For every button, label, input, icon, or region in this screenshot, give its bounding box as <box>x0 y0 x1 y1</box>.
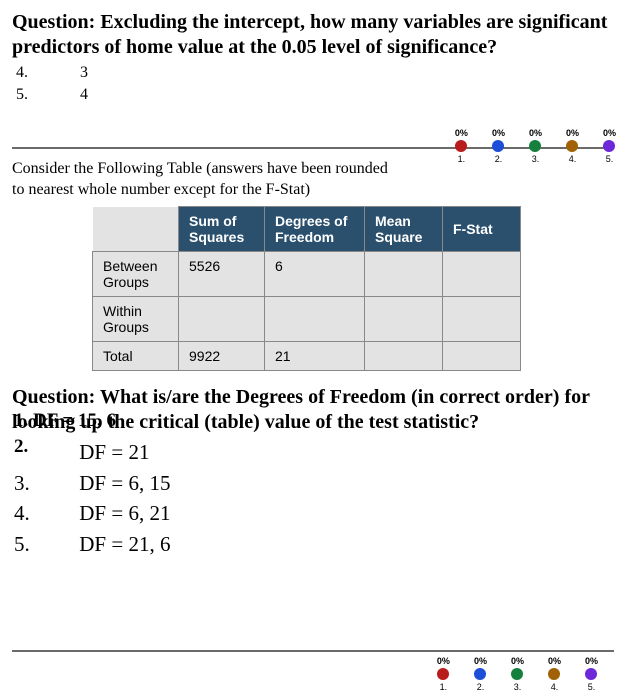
poll-item: 0% 1. <box>437 656 450 692</box>
poll-pct: 0% <box>566 128 579 138</box>
q2-option-value: DF = 21, 6 <box>79 532 170 556</box>
poll-dot-icon <box>474 668 486 680</box>
poll-item: 0% 5. <box>585 656 598 692</box>
poll-pct: 0% <box>511 656 524 666</box>
table-cell <box>365 252 443 297</box>
poll-dot-icon <box>529 140 541 152</box>
poll-pct: 0% <box>474 656 487 666</box>
q2-option-number: 5. <box>14 529 74 559</box>
table-header-blank <box>93 207 179 252</box>
table-cell <box>265 297 365 342</box>
q2-option-value: DF = 6, 15 <box>79 471 170 495</box>
table-cell: 9922 <box>179 342 265 371</box>
table-cell <box>443 252 521 297</box>
q2-option-value: DF = 21 <box>79 440 149 464</box>
q2-option[interactable]: DF = 21 <box>12 437 614 467</box>
poll-item: 0% 4. <box>548 656 561 692</box>
q1-option-value: 3 <box>80 64 88 81</box>
poll-dot-icon <box>455 140 467 152</box>
q2-overlap-text: 1. DF = 15, 6 <box>14 409 116 433</box>
poll-label: 2. <box>477 682 485 692</box>
poll-label: 1. <box>440 682 448 692</box>
q2-option-number: 4. <box>14 498 74 528</box>
poll-item: 0% 3. <box>511 656 524 692</box>
q2-option-number: 3. <box>14 468 74 498</box>
q1-title: Question: Excluding the intercept, how m… <box>12 10 614 60</box>
table-cell <box>365 297 443 342</box>
table-row: Sum of Squares Degrees of Freedom Mean S… <box>93 207 521 252</box>
table-header: F-Stat <box>443 207 521 252</box>
row-header: Total <box>93 342 179 371</box>
poll-dot-icon <box>603 140 615 152</box>
poll-label: 5. <box>606 154 614 164</box>
poll-dot-icon <box>437 668 449 680</box>
section-divider <box>12 650 614 652</box>
table-cell <box>365 342 443 371</box>
poll-dot-icon <box>511 668 523 680</box>
anova-table: Sum of Squares Degrees of Freedom Mean S… <box>92 206 521 371</box>
poll-label: 3. <box>532 154 540 164</box>
table-header: Mean Square <box>365 207 443 252</box>
table-cell <box>443 342 521 371</box>
poll-label: 5. <box>588 682 596 692</box>
poll-item: 0% 5. <box>603 128 616 164</box>
q1-option[interactable]: 4. 3 <box>12 62 614 84</box>
table-row: Within Groups <box>93 297 521 342</box>
q2-option[interactable]: 4. DF = 6, 21 <box>12 498 614 528</box>
poll-pct: 0% <box>585 656 598 666</box>
q1-option[interactable]: 5. 4 <box>12 84 614 106</box>
poll-pct: 0% <box>548 656 561 666</box>
table-cell: 21 <box>265 342 365 371</box>
table-intro: Consider the Following Table (answers ha… <box>12 159 614 201</box>
q2-option[interactable]: 5. DF = 21, 6 <box>12 529 614 559</box>
poll-label: 2. <box>495 154 503 164</box>
poll-dot-icon <box>492 140 504 152</box>
table-cell: 6 <box>265 252 365 297</box>
poll-pct: 0% <box>492 128 505 138</box>
q2-overlap-text: 2. <box>14 435 28 459</box>
poll-label: 1. <box>458 154 466 164</box>
poll-results-top: 0% 1. 0% 2. 0% 3. 0% 4. 0% 5. <box>455 128 616 164</box>
table-row: Total 9922 21 <box>93 342 521 371</box>
poll-item: 0% 4. <box>566 128 579 164</box>
poll-item: 0% 2. <box>474 656 487 692</box>
q2-option[interactable]: 3. DF = 6, 15 <box>12 468 614 498</box>
q1-option-value: 4 <box>80 86 88 103</box>
q1-option-number: 4. <box>16 62 76 84</box>
poll-dot-icon <box>566 140 578 152</box>
q1-option-number: 5. <box>16 84 76 106</box>
table-cell <box>179 297 265 342</box>
poll-label: 3. <box>514 682 522 692</box>
q2-title: Question: What is/are the Degrees of Fre… <box>12 385 614 435</box>
table-row: Between Groups 5526 6 <box>93 252 521 297</box>
poll-dot-icon <box>585 668 597 680</box>
poll-label: 4. <box>551 682 559 692</box>
poll-dot-icon <box>548 668 560 680</box>
poll-item: 0% 3. <box>529 128 542 164</box>
table-intro-line: Consider the Following Table (answers ha… <box>12 160 388 177</box>
row-header: Between Groups <box>93 252 179 297</box>
poll-pct: 0% <box>437 656 450 666</box>
poll-pct: 0% <box>603 128 616 138</box>
table-header: Sum of Squares <box>179 207 265 252</box>
row-header: Within Groups <box>93 297 179 342</box>
poll-pct: 0% <box>455 128 468 138</box>
poll-item: 0% 1. <box>455 128 468 164</box>
poll-item: 0% 2. <box>492 128 505 164</box>
poll-label: 4. <box>569 154 577 164</box>
table-header: Degrees of Freedom <box>265 207 365 252</box>
poll-results-bottom: 0% 1. 0% 2. 0% 3. 0% 4. 0% 5. <box>437 656 598 692</box>
table-cell: 5526 <box>179 252 265 297</box>
table-intro-line: to nearest whole number except for the F… <box>12 181 310 198</box>
table-cell <box>443 297 521 342</box>
poll-pct: 0% <box>529 128 542 138</box>
q2-option-value: DF = 6, 21 <box>79 501 170 525</box>
